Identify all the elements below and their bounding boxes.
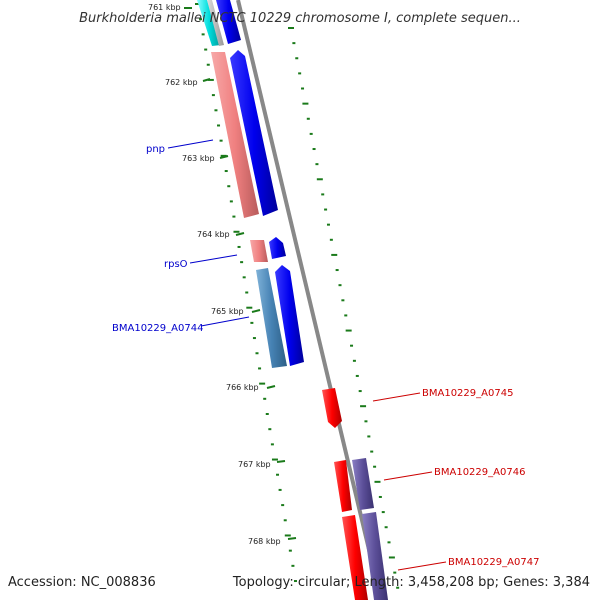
gene-label-A0746[interactable]: BMA10229_A0746 (434, 467, 525, 478)
gene-label-A0744[interactable]: BMA10229_A0744 (112, 323, 203, 334)
tick-label: 762 kbp (165, 78, 198, 87)
rpsO-cds-feature[interactable] (269, 237, 286, 259)
tick-label: 766 kbp (226, 383, 259, 392)
pnp-cds-feature[interactable] (230, 50, 278, 216)
gray-feature[interactable] (207, 0, 224, 46)
tick-label: 761 kbp (148, 3, 181, 12)
reverse-gene-labels: BMA10229_A0745 BMA10229_A0746 BMA10229_A… (372, 388, 539, 571)
tick-label: 763 kbp (182, 154, 215, 163)
right-tick-rail (288, 27, 400, 589)
tick-label: 764 kbp (197, 230, 230, 239)
tick-label: 767 kbp (238, 460, 271, 469)
pnp-gene-feature[interactable] (211, 52, 259, 218)
tick-label: 765 kbp (211, 307, 244, 316)
backbone-line (236, 0, 383, 600)
A0747-gene-feature[interactable] (362, 512, 388, 600)
cyan-feature[interactable] (197, 0, 221, 46)
A0747-cds-feature[interactable] (342, 515, 368, 600)
forward-gene-labels: pnp rpsO BMA10229_A0744 (112, 139, 250, 334)
scale-ticks: 761 kbp 762 kbp 763 kbp 764 kbp 765 kbp … (148, 3, 297, 546)
A0744-gene-feature[interactable] (256, 268, 287, 368)
gene-label-A0745[interactable]: BMA10229_A0745 (422, 388, 513, 399)
tick-761: 761 kbp (148, 3, 192, 12)
tick-label: 768 kbp (248, 537, 281, 546)
blue-cds-top[interactable] (216, 0, 241, 44)
tick-766: 766 kbp (226, 383, 276, 392)
forward-strand-features (197, 0, 304, 368)
tick-762: 762 kbp (165, 78, 211, 87)
genome-summary-text: Topology: circular; Length: 3,458,208 bp… (232, 575, 590, 590)
map-title: Burkholderia mallei NCTC 10229 chromosom… (79, 11, 521, 26)
A0745-cds-feature[interactable] (322, 388, 342, 428)
reverse-strand-features (322, 388, 388, 600)
tick-763: 763 kbp (182, 154, 229, 163)
accession-text: Accession: NC_008836 (8, 575, 156, 590)
tick-764: 764 kbp (197, 230, 245, 239)
A0744-cds-feature[interactable] (275, 265, 304, 366)
gene-label-pnp[interactable]: pnp (146, 144, 165, 155)
tick-767: 767 kbp (238, 460, 286, 469)
tick-768: 768 kbp (248, 537, 297, 546)
A0746-gene-feature[interactable] (352, 458, 374, 510)
tick-765: 765 kbp (211, 307, 261, 316)
rpsO-gene-feature[interactable] (250, 240, 268, 262)
gene-label-A0747[interactable]: BMA10229_A0747 (448, 557, 539, 568)
gene-label-rpsO[interactable]: rpsO (164, 259, 188, 270)
A0746-cds-feature[interactable] (334, 460, 352, 512)
